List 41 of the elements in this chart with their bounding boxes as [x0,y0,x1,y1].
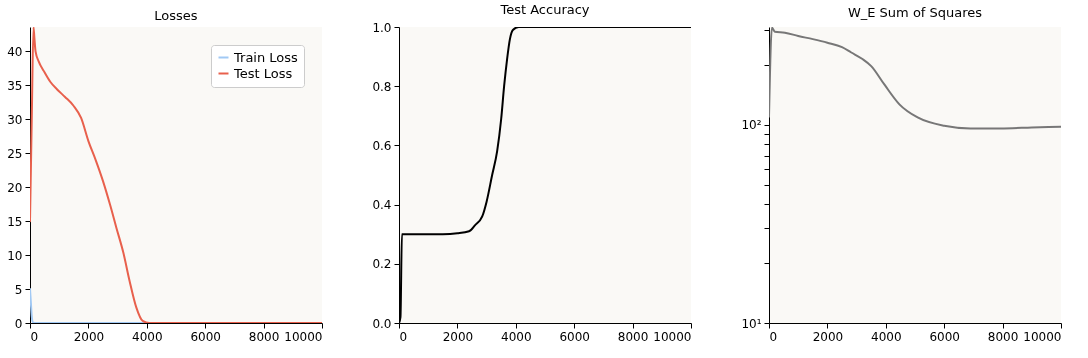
x-tick-label: 6000 [929,329,960,344]
x-tick-label: 4000 [132,329,163,344]
x-tick-label: 4000 [501,329,532,344]
y-tick-label: 0.4 [372,198,392,213]
y-tick-label: 10¹ [741,316,762,331]
x-tick-label: 0 [769,329,778,344]
line-series [769,27,1061,130]
x-tick-label: 2000 [442,329,474,344]
chart-title: Test Accuracy [499,2,590,17]
y-tick-label: 10² [741,118,762,133]
y-tick-label: 5 [14,282,23,297]
chart-title: Losses [154,8,198,23]
x-tick-label: 8000 [617,329,649,344]
x-tick-label: 0 [30,329,39,344]
x-tick-label: 4000 [871,329,902,344]
y-tick-label: 0.6 [372,138,392,153]
y-tick-label: 0.2 [372,257,392,272]
y-tick-label: 15 [7,214,23,229]
y-tick-label: 35 [7,78,23,93]
y-tick-label: 40 [7,44,23,59]
x-tick-label: 2000 [812,329,844,344]
y-tick-label: 1.0 [372,20,392,35]
x-tick-label: 10000 [1023,329,1062,344]
y-tick-label: 20 [7,180,23,195]
x-tick-label: 6000 [190,329,221,344]
x-tick-label: 8000 [248,329,280,344]
y-tick-label: 10 [7,248,23,263]
legend-label: Test Loss [233,65,293,81]
x-tick-label: 6000 [559,329,590,344]
x-tick-label: 2000 [73,329,105,344]
x-tick-label: 0 [399,329,408,344]
x-tick-label: 8000 [987,329,1019,344]
y-tick-label: 30 [7,112,23,127]
legend-label: Train Loss [233,49,299,65]
chart-title: W_E Sum of Squares [847,5,983,21]
y-tick-label: 0.8 [372,79,392,94]
y-tick-label: 0 [14,316,23,331]
x-tick-label: 10000 [653,329,692,344]
y-tick-label: 25 [7,146,23,161]
x-tick-label: 10000 [284,329,323,344]
y-tick-label: 0.0 [372,316,392,331]
